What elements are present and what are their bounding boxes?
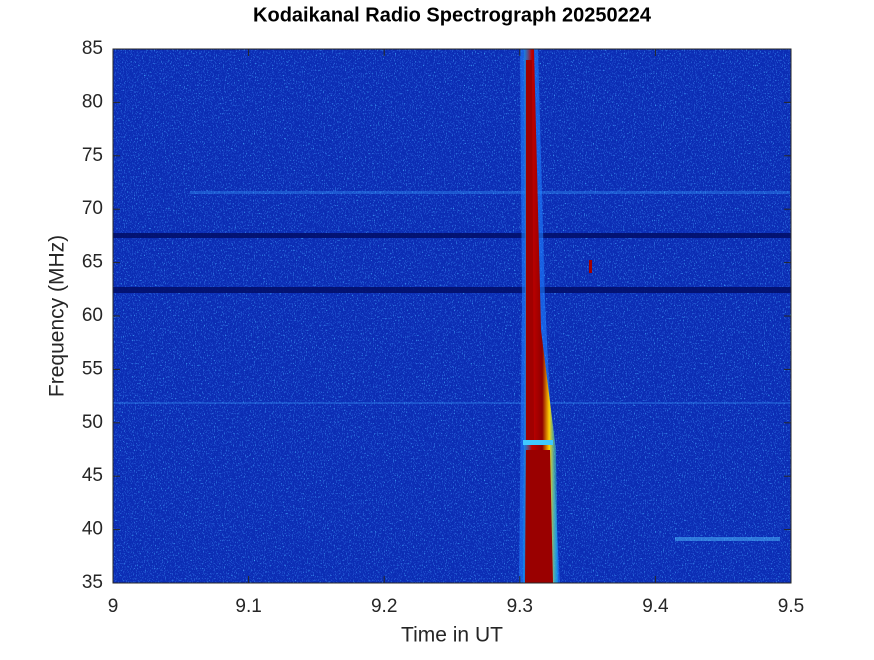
y-tick-label: 85 xyxy=(82,38,103,59)
x-tick-label: 9.3 xyxy=(507,596,533,617)
x-axis-label: Time in UT xyxy=(401,624,503,647)
x-tick-label: 9.4 xyxy=(642,596,669,617)
y-tick-label: 80 xyxy=(82,91,103,112)
y-tick-label: 65 xyxy=(82,252,103,273)
y-tick-label: 45 xyxy=(82,465,103,486)
y-tick-label: 70 xyxy=(82,198,103,219)
y-tick-label: 55 xyxy=(82,358,103,379)
x-tick-label: 9.2 xyxy=(371,596,397,617)
chart-title: Kodaikanal Radio Spectrograph 20250224 xyxy=(253,4,652,26)
y-tick-label: 40 xyxy=(82,519,103,540)
x-tick-label: 9 xyxy=(108,596,119,617)
y-tick-label: 50 xyxy=(82,412,103,433)
y-axis-label: Frequency (MHz) xyxy=(46,235,69,397)
x-tick-label: 9.1 xyxy=(235,596,261,617)
y-tick-label: 35 xyxy=(82,572,103,593)
x-tick-label: 9.5 xyxy=(778,596,804,617)
y-tick-label: 75 xyxy=(82,145,103,166)
y-tick-label: 60 xyxy=(82,305,103,326)
spectrogram-image xyxy=(113,49,791,583)
